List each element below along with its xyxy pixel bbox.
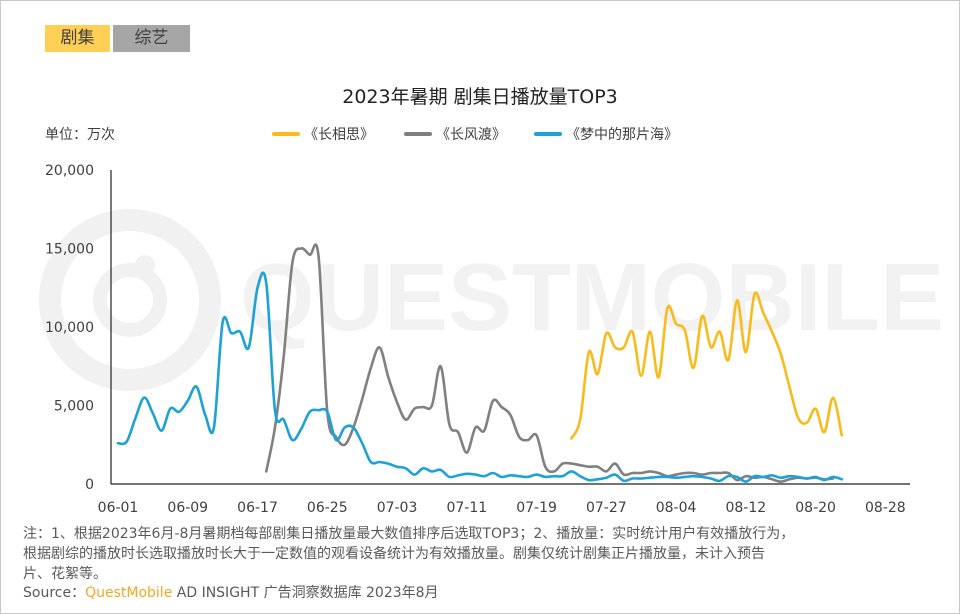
x-tick-label: 07-03 <box>377 500 418 516</box>
legend-item-mengzhong: 《梦中的那片海》 <box>534 124 678 144</box>
y-tick-label: 0 <box>85 477 94 493</box>
note-line: 根据剧综的播放时长选取播放时长大于一定数值的观看设备统计为有效播放量。剧集仅统计… <box>23 546 765 562</box>
x-tick-label: 06-25 <box>307 500 348 516</box>
x-tick-label: 07-11 <box>446 500 487 516</box>
y-tick-label: 5,000 <box>54 399 94 415</box>
legend-swatch <box>534 132 562 136</box>
tab-variety[interactable]: 综艺 <box>113 25 190 52</box>
legend-item-changfengdu: 《长风渡》 <box>404 124 506 144</box>
source-text: AD INSIGHT 广告洞察数据库 2023年8月 <box>172 585 439 601</box>
legend-swatch <box>272 132 300 136</box>
note-line: 片、花絮等。 <box>23 566 107 582</box>
watermark-logo-inner <box>93 263 167 337</box>
x-tick-label: 06-09 <box>167 500 208 516</box>
x-tick-label: 07-19 <box>516 500 557 516</box>
x-tick-label: 06-01 <box>98 500 139 516</box>
legend-item-changxiangsi: 《长相思》 <box>272 124 374 144</box>
footnotes: 注：1、根据2023年6月-8月暑期档每部剧集日播放量最大数值排序后选取TOP3… <box>23 524 943 584</box>
source-line: Source：QuestMobile AD INSIGHT 广告洞察数据库 20… <box>23 582 439 602</box>
unit-label: 单位：万次 <box>45 127 115 143</box>
note-line: 注：1、根据2023年6月-8月暑期档每部剧集日播放量最大数值排序后选取TOP3… <box>23 526 795 542</box>
source-brand: QuestMobile <box>85 585 173 601</box>
watermark-text: QUESTMOBILE <box>240 244 944 351</box>
chart-title: 2023年暑期 剧集日播放量TOP3 <box>342 86 618 108</box>
x-tick-label: 07-27 <box>586 500 627 516</box>
x-tick-label: 08-28 <box>865 500 906 516</box>
legend-swatch <box>404 132 432 136</box>
watermark-logo-dot <box>135 255 155 275</box>
y-tick-label: 15,000 <box>45 242 94 258</box>
x-tick-label: 06-17 <box>237 500 278 516</box>
x-tick-label: 08-12 <box>725 500 766 516</box>
y-tick-label: 10,000 <box>45 320 94 336</box>
watermark-logo-ring <box>39 209 221 391</box>
y-tick-label: 20,000 <box>45 163 94 179</box>
legend-label: 《长相思》 <box>304 127 374 143</box>
x-tick-label: 08-04 <box>656 500 697 516</box>
legend-label: 《长风渡》 <box>436 127 506 143</box>
x-tick-label: 08-20 <box>795 500 836 516</box>
source-prefix: Source： <box>23 585 86 601</box>
legend-label: 《梦中的那片海》 <box>566 127 678 143</box>
tab-drama[interactable]: 剧集 <box>45 25 110 52</box>
